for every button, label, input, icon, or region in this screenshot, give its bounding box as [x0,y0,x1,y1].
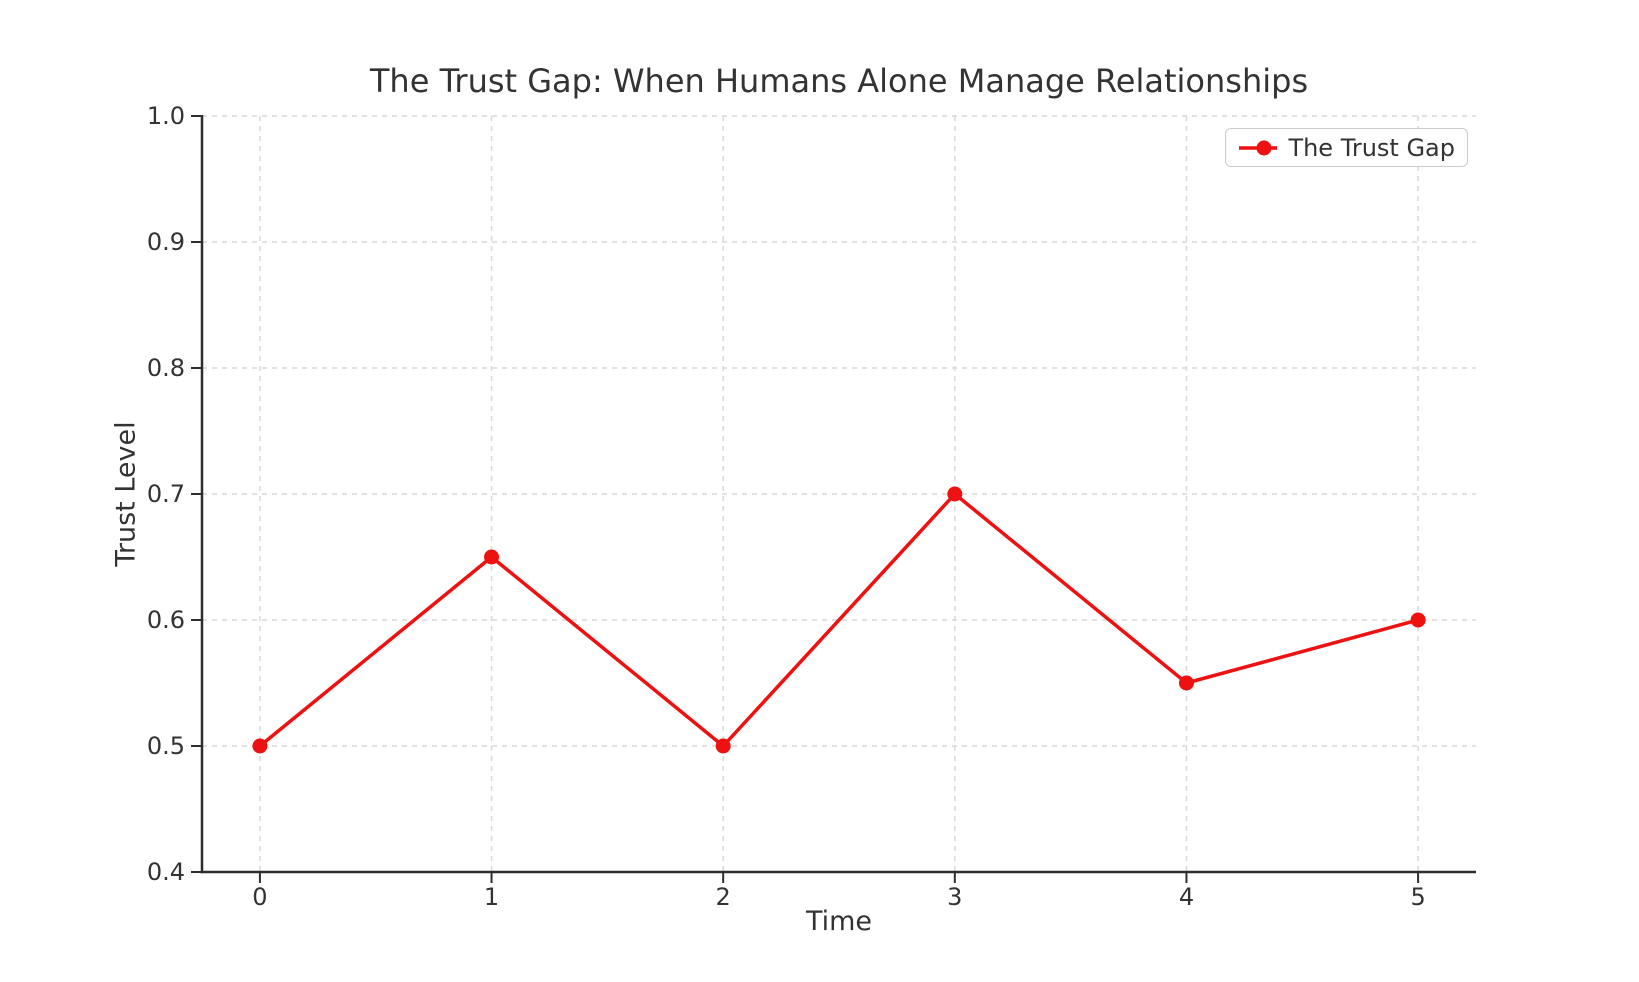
legend-marker-dot [1256,140,1272,155]
chart-title: The Trust Gap: When Humans Alone Manage … [369,62,1309,100]
legend: The Trust Gap [1225,128,1468,167]
x-tick-label: 1 [484,883,499,911]
x-tick-label: 3 [947,883,962,911]
x-tick-label: 2 [716,883,731,911]
data-point-marker [1410,612,1426,628]
data-point-marker [252,738,268,754]
x-tick-label: 0 [252,883,267,911]
x-tick-label: 4 [1179,883,1194,911]
legend-line-marker-icon [1239,140,1278,155]
data-point-marker [715,738,731,754]
y-tick-label: 0.5 [147,732,185,760]
y-tick-label: 0.6 [147,606,185,634]
data-point-marker [1178,675,1194,691]
y-tick-label: 0.8 [147,354,185,382]
y-tick-label: 1.0 [147,102,185,130]
data-point-marker [484,549,500,565]
x-axis-label: Time [805,906,873,937]
y-tick-label: 0.7 [147,480,185,508]
y-tick-label: 0.9 [147,228,185,256]
x-tick-label: 5 [1410,883,1425,911]
data-point-marker [947,486,963,502]
trust-gap-line [258,492,1419,748]
y-tick-label: 0.4 [147,858,185,886]
legend-label: The Trust Gap [1288,133,1455,162]
